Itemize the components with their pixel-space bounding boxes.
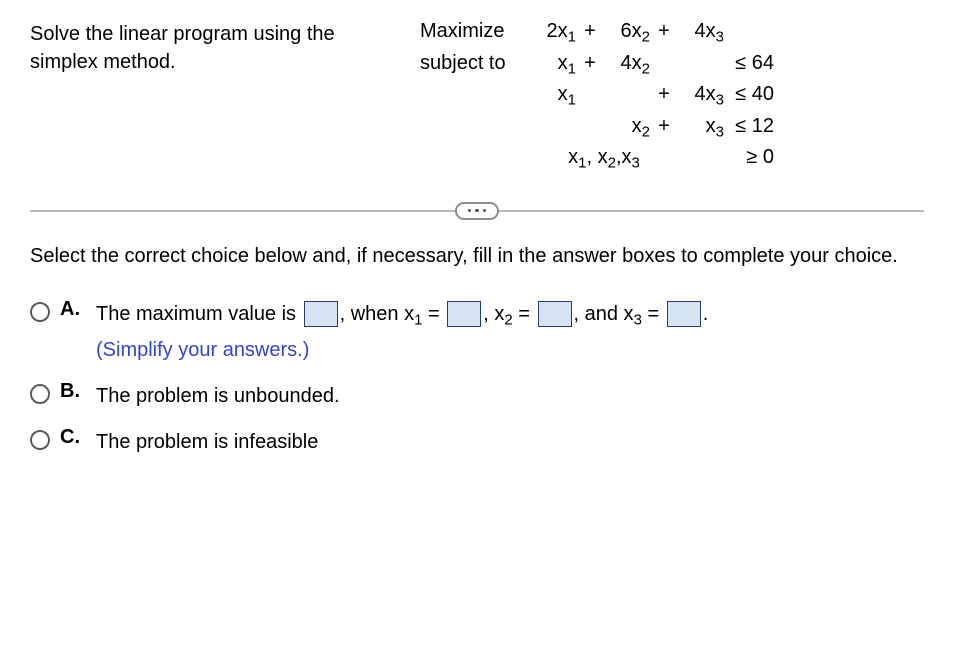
choice-b: B. The problem is unbounded. — [30, 380, 924, 412]
choice-a-t5: = — [513, 303, 536, 325]
answer-box-x3[interactable] — [667, 301, 701, 327]
choice-a-t1: The maximum value is — [96, 303, 302, 325]
radio-c[interactable] — [30, 430, 50, 450]
expand-pill[interactable] — [455, 202, 499, 220]
linear-program: Maximize 2x1 + 6x2 + 4x3 subject to x1 +… — [420, 20, 924, 172]
answer-box-x2[interactable] — [538, 301, 572, 327]
choice-a-t4: , x — [483, 303, 504, 325]
radio-b[interactable] — [30, 384, 50, 404]
choice-a-t3: = — [422, 303, 445, 325]
c3-x3: x3 — [678, 115, 724, 141]
c1-rhs: ≤ 64 — [724, 52, 774, 75]
choice-a: A. The maximum value is , when x1 = , x2… — [30, 298, 924, 367]
c1-x1: x1 — [530, 52, 576, 78]
choice-b-text: The problem is unbounded. — [96, 380, 924, 412]
c3-rhs: ≤ 12 — [724, 115, 774, 138]
subject-to-label: subject to — [420, 52, 530, 75]
maximize-label: Maximize — [420, 20, 530, 43]
answer-box-x1[interactable] — [447, 301, 481, 327]
radio-a[interactable] — [30, 302, 50, 322]
problem-statement: Solve the linear program using the simpl… — [30, 20, 924, 172]
choice-a-letter: A. — [60, 298, 86, 321]
prompt-text: Solve the linear program using the simpl… — [30, 20, 380, 172]
choice-a-hint: (Simplify your answers.) — [96, 334, 924, 366]
choice-b-letter: B. — [60, 380, 86, 403]
choice-a-body: The maximum value is , when x1 = , x2 = … — [96, 298, 924, 367]
obj-plus-1: + — [576, 20, 604, 43]
objective-row: 2x1 + 6x2 + 4x3 — [530, 20, 924, 46]
choice-a-t7: = — [642, 303, 665, 325]
choice-c: C. The problem is infeasible — [30, 426, 924, 458]
section-divider — [30, 210, 924, 212]
answer-box-max[interactable] — [304, 301, 338, 327]
nonneg-rhs: ≥ 0 — [724, 146, 774, 169]
constraint-1: x1 + 4x2 ≤ 64 — [530, 52, 924, 78]
c1-p1: + — [576, 52, 604, 75]
answer-choices: A. The maximum value is , when x1 = , x2… — [30, 298, 924, 459]
instruction-text: Select the correct choice below and, if … — [30, 242, 924, 270]
c1-x2: 4x2 — [604, 52, 650, 78]
choice-a-t2: , when x — [340, 303, 414, 325]
c2-x1: x1 — [530, 83, 576, 109]
obj-x3: 4x3 — [678, 20, 724, 46]
nonneg-row: x1, x2,x3 ≥ 0 — [530, 146, 924, 172]
c2-rhs: ≤ 40 — [724, 83, 774, 106]
choice-c-letter: C. — [60, 426, 86, 449]
obj-plus-2: + — [650, 20, 678, 43]
choice-a-t6: , and x — [574, 303, 634, 325]
choice-a-t8: . — [703, 303, 709, 325]
c3-x2: x2 — [604, 115, 650, 141]
obj-x1: 2x1 — [530, 20, 576, 46]
choice-c-text: The problem is infeasible — [96, 426, 924, 458]
c3-p2: + — [650, 115, 678, 138]
c2-p2: + — [650, 83, 678, 106]
c2-x3: 4x3 — [678, 83, 724, 109]
obj-x2: 6x2 — [604, 20, 650, 46]
nonneg-vars: x1, x2,x3 — [530, 146, 678, 172]
constraint-2: x1 + 4x3 ≤ 40 — [530, 83, 924, 109]
constraint-3: x2 + x3 ≤ 12 — [530, 115, 924, 141]
